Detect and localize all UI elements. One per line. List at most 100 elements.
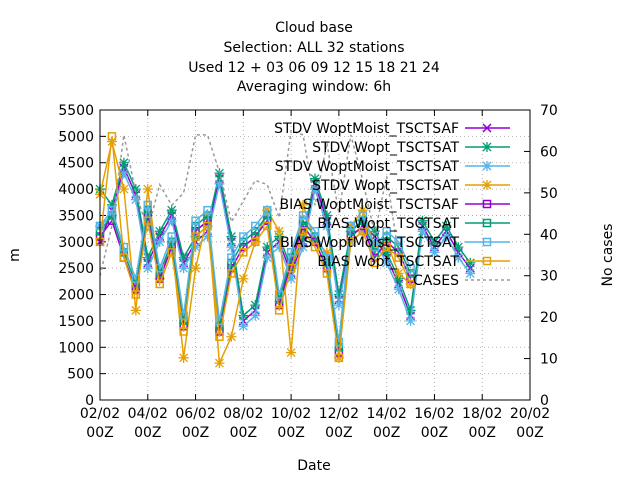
data-point <box>118 184 129 195</box>
series-8 <box>99 129 412 277</box>
y2-tick-label: 60 <box>540 144 558 160</box>
legend-label: BIAS Wopt_TSCTSAT <box>317 216 459 232</box>
data-point <box>262 242 273 253</box>
data-point <box>429 247 440 258</box>
legend-label: CASES <box>413 273 459 289</box>
legend-label: STDV WoptMoist_TSCTSAT <box>275 159 460 175</box>
data-point <box>179 311 188 320</box>
data-point <box>154 236 165 247</box>
title-line: Used 12 + 03 06 09 12 15 18 21 24 <box>188 60 440 76</box>
data-point <box>226 231 237 242</box>
data-point <box>191 232 200 241</box>
data-point <box>286 263 296 273</box>
y-axis-label: m <box>7 248 23 262</box>
data-point <box>310 184 320 195</box>
data-point <box>382 227 391 236</box>
y2-tick-label: 10 <box>540 352 558 368</box>
data-point <box>310 227 320 236</box>
data-point <box>393 268 404 279</box>
data-point <box>406 263 415 273</box>
data-point <box>239 232 248 241</box>
data-point <box>417 215 428 226</box>
data-point <box>238 321 249 332</box>
data-point <box>381 257 392 268</box>
data-point <box>143 216 153 225</box>
data-point <box>382 242 391 252</box>
data-point <box>482 180 492 190</box>
data-point <box>321 247 332 258</box>
y2-tick-label: 40 <box>540 227 558 243</box>
data-point <box>333 289 344 300</box>
data-point <box>482 237 492 247</box>
data-point <box>274 242 285 253</box>
data-point <box>406 279 415 289</box>
legend-label: BIAS WoptMoist_TSCTSAT <box>280 235 459 251</box>
data-point <box>358 211 368 220</box>
data-point <box>119 253 129 262</box>
data-point <box>393 284 404 295</box>
data-point <box>130 194 141 205</box>
y2-tick-label: 50 <box>540 186 558 202</box>
data-point <box>381 247 392 258</box>
data-point <box>226 242 237 253</box>
data-point <box>358 227 368 236</box>
data-point <box>190 242 201 253</box>
legend: STDV WoptMoist_TSCTSAF STDV Wopt_TSCTSAT S… <box>274 121 510 289</box>
data-point <box>214 358 225 369</box>
data-point <box>142 263 153 274</box>
plot-border <box>99 109 531 401</box>
title-line: Cloud base <box>275 20 353 36</box>
data-point <box>251 237 260 247</box>
data-point <box>106 199 117 210</box>
data-point <box>262 252 273 263</box>
data-point <box>107 205 117 215</box>
data-point <box>250 300 261 311</box>
data-point <box>310 173 320 184</box>
series-group <box>95 129 476 369</box>
data-point <box>298 199 309 210</box>
data-point <box>370 242 379 252</box>
x-tick-label: 18/02 00Z <box>462 406 502 441</box>
data-point <box>238 273 249 284</box>
y-tick-label: 2000 <box>58 288 94 304</box>
data-point <box>131 274 141 283</box>
x-tick-label: 08/02 00Z <box>223 406 263 441</box>
data-point <box>143 200 153 210</box>
data-point <box>465 257 476 268</box>
data-point <box>178 263 189 274</box>
data-point <box>394 237 403 247</box>
series-7 <box>95 132 415 363</box>
data-point <box>190 263 201 274</box>
data-point <box>274 290 284 299</box>
data-point <box>227 253 236 262</box>
data-point <box>298 211 308 220</box>
data-point <box>482 142 492 152</box>
y-tick-label: 5000 <box>58 129 94 145</box>
series-2 <box>95 168 476 332</box>
x-axis-label: Date <box>297 458 330 474</box>
data-point <box>405 305 416 316</box>
data-point <box>321 221 332 231</box>
legend-label: STDV Wopt_TSCTSAT <box>312 140 459 156</box>
data-point <box>227 269 236 278</box>
y2-axis-label: No cases <box>600 224 616 287</box>
data-point <box>226 331 237 342</box>
y2-tick-label: 30 <box>540 269 558 285</box>
data-point <box>429 236 440 247</box>
data-point <box>482 256 492 266</box>
data-point <box>155 279 164 289</box>
x-tick-label: 04/02 00Z <box>128 406 168 441</box>
data-point <box>191 216 200 225</box>
legend-label: STDV WoptMoist_TSCTSAF <box>274 121 459 137</box>
data-point <box>405 315 416 326</box>
data-point <box>298 242 309 253</box>
x-tick-label: 12/02 00Z <box>319 406 359 441</box>
y-tick-label: 1000 <box>58 340 94 356</box>
y-tick-label: 3500 <box>58 208 94 224</box>
title-line: Averaging window: 6h <box>237 79 391 95</box>
y2-tick-label: 70 <box>540 103 558 119</box>
data-point <box>453 242 464 253</box>
data-point <box>154 226 165 237</box>
